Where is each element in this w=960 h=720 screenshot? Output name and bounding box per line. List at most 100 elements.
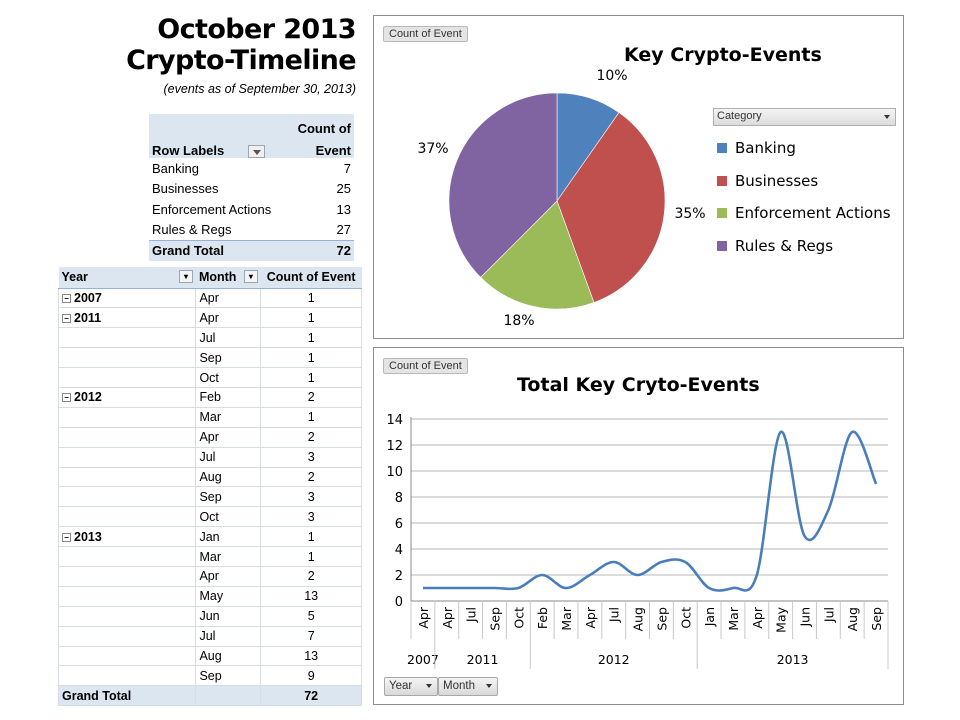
timeline-month-cell: Sep <box>195 486 262 508</box>
y-tick-label: 2 <box>395 569 403 584</box>
timeline-row: −2007 Apr 1 <box>57 287 362 309</box>
year-sort-filter-button[interactable]: ▾ <box>178 270 193 284</box>
timeline-count-cell: 1 <box>260 526 362 548</box>
year-axis-dropdown[interactable]: Year <box>384 677 438 696</box>
x-month-label: Oct <box>678 607 693 629</box>
line-field-button[interactable]: Count of Event <box>383 358 468 374</box>
timeline-row: −2011 Apr 1 <box>57 307 362 329</box>
timeline-month-cell: Apr <box>195 307 262 329</box>
timeline-row: Jul 7 <box>57 625 362 647</box>
month-axis-dropdown-label: Month <box>443 680 475 692</box>
row-labels-header: Row Labels <box>149 136 289 158</box>
timeline-row: Aug 13 <box>57 645 362 667</box>
collapse-icon[interactable]: − <box>62 313 71 323</box>
y-tick-label: 12 <box>386 439 403 454</box>
legend-label: Rules & Regs <box>735 236 834 255</box>
x-month-label: Mar <box>559 606 574 630</box>
month-column-header: Month ▾ <box>195 267 261 289</box>
timeline-count-cell: 1 <box>260 367 362 388</box>
page-title-line1: October 2013 <box>157 14 356 45</box>
timeline-count-cell: 1 <box>260 546 362 567</box>
timeline-count-cell: 3 <box>260 486 362 508</box>
row-labels-filter-button[interactable] <box>247 145 265 158</box>
timeline-month-cell: Aug <box>195 645 262 667</box>
timeline-month-cell: Jul <box>195 327 262 349</box>
x-month-label: Jun <box>798 607 813 628</box>
timeline-count-cell: 1 <box>260 307 362 329</box>
collapse-icon[interactable]: − <box>62 532 71 542</box>
month-header-text: Month <box>198 270 237 285</box>
timeline-year-text: 2013 <box>74 529 102 544</box>
pie-slice-rules-regs[interactable] <box>448 92 558 278</box>
x-month-label: May <box>774 606 789 632</box>
timeline-count-cell: 1 <box>260 287 362 309</box>
timeline-month-cell: Apr <box>195 565 262 587</box>
x-month-label: Jul <box>464 607 479 623</box>
pie-data-label: 10% <box>596 68 627 84</box>
legend-item: Banking <box>717 132 891 165</box>
x-month-label: Sep <box>654 607 669 631</box>
y-tick-label: 4 <box>395 543 403 558</box>
line-series[interactable] <box>422 430 878 592</box>
timeline-count-cell: 3 <box>260 506 362 528</box>
timeline-month-cell: May <box>195 585 262 607</box>
category-row: Businesses 25 <box>149 179 354 200</box>
timeline-row: Oct 3 <box>57 506 362 528</box>
x-month-label: Sep <box>869 607 884 631</box>
timeline-count-cell: 1 <box>260 406 362 428</box>
timeline-year-text: 2012 <box>74 390 102 405</box>
pie-field-button[interactable]: Count of Event <box>383 26 468 42</box>
category-dropdown[interactable]: Category <box>713 108 896 126</box>
timeline-month-cell: Jul <box>195 625 262 647</box>
month-axis-dropdown[interactable]: Month <box>438 677 498 696</box>
timeline-row: −2013 Jan 1 <box>57 526 362 548</box>
pie-slice-enforcement-actions[interactable] <box>480 200 595 310</box>
timeline-total-value: 72 <box>260 685 362 707</box>
timeline-month-cell: Sep <box>195 665 262 687</box>
timeline-year-cell <box>57 625 197 647</box>
collapse-icon[interactable]: − <box>62 393 71 403</box>
legend-swatch <box>717 208 727 219</box>
x-month-label: Sep <box>487 607 502 631</box>
timeline-total-label: Grand Total <box>57 685 197 707</box>
timeline-year-cell <box>57 645 197 667</box>
legend-label: Banking <box>735 139 796 158</box>
timeline-row: −2012 Feb 2 <box>57 386 362 408</box>
line-chart: 0 2 4 6 8 10 12 14 Apr Apr Jul Sep Oct Feb Mar Apr Jul Au… <box>386 413 889 669</box>
pie-chart-panel: Count of Event Key Crypto-Events 10% 35% 1… <box>373 15 904 339</box>
timeline-year-cell <box>57 506 197 528</box>
timeline-count-cell: 2 <box>260 386 362 408</box>
y-tick-label: 14 <box>386 413 403 428</box>
category-row-value: 13 <box>336 201 351 217</box>
timeline-count-cell: 3 <box>260 446 362 468</box>
timeline-year-cell <box>57 565 197 587</box>
timeline-month-cell: Apr <box>195 287 262 309</box>
timeline-month-cell: Sep <box>195 347 262 369</box>
timeline-month-cell: Jun <box>195 605 262 627</box>
x-month-label: Jan <box>702 607 717 627</box>
timeline-year-cell: −2011 <box>57 307 197 329</box>
y-tick-label: 0 <box>395 595 403 610</box>
category-row: Banking 7 <box>149 158 354 179</box>
timeline-month-cell: Oct <box>195 506 262 528</box>
line-chart-title: Total Key Cryto-Events <box>517 374 760 396</box>
month-sort-filter-button[interactable]: ▾ <box>243 270 258 284</box>
y-tick-label: 6 <box>395 517 403 532</box>
pie-slice-businesses[interactable] <box>556 112 666 303</box>
timeline-pivot-table: Year ▾ Month ▾ Count of Event −2007 Apr 1−… <box>57 267 362 707</box>
timeline-year-cell <box>57 406 197 428</box>
count-column-header: Count of Event <box>260 267 362 289</box>
timeline-year-cell <box>57 446 197 468</box>
collapse-icon[interactable]: − <box>62 293 71 303</box>
timeline-count-cell: 9 <box>260 665 362 687</box>
timeline-table-body: −2007 Apr 1−2011 Apr 1 Jul 1 Sep 1 Oct 1−2012 Feb 2 M… <box>57 287 362 687</box>
x-year-label: 2012 <box>598 652 630 667</box>
timeline-year-cell <box>57 466 197 488</box>
header-count-line1: Count of <box>288 114 354 136</box>
timeline-month-cell: Apr <box>195 426 262 448</box>
timeline-year-cell <box>57 486 197 508</box>
category-row: Enforcement Actions 13 <box>149 199 354 220</box>
timeline-year-text: 2011 <box>74 310 102 325</box>
category-pivot-table: Count of Row Labels Event Banking 7 Busine… <box>149 114 354 261</box>
timeline-total-row: Grand Total 72 <box>57 685 362 707</box>
